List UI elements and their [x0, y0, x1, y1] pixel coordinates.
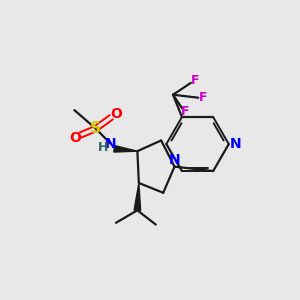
Text: F: F	[199, 91, 207, 104]
Text: N: N	[169, 153, 180, 167]
Text: O: O	[111, 107, 122, 121]
Text: N: N	[230, 137, 241, 151]
Text: F: F	[191, 74, 200, 87]
Text: N: N	[105, 137, 116, 151]
Text: H: H	[98, 141, 109, 154]
Polygon shape	[134, 183, 141, 211]
Text: F: F	[181, 105, 190, 118]
Text: O: O	[69, 131, 81, 145]
Polygon shape	[114, 146, 137, 152]
Text: S: S	[90, 121, 101, 136]
